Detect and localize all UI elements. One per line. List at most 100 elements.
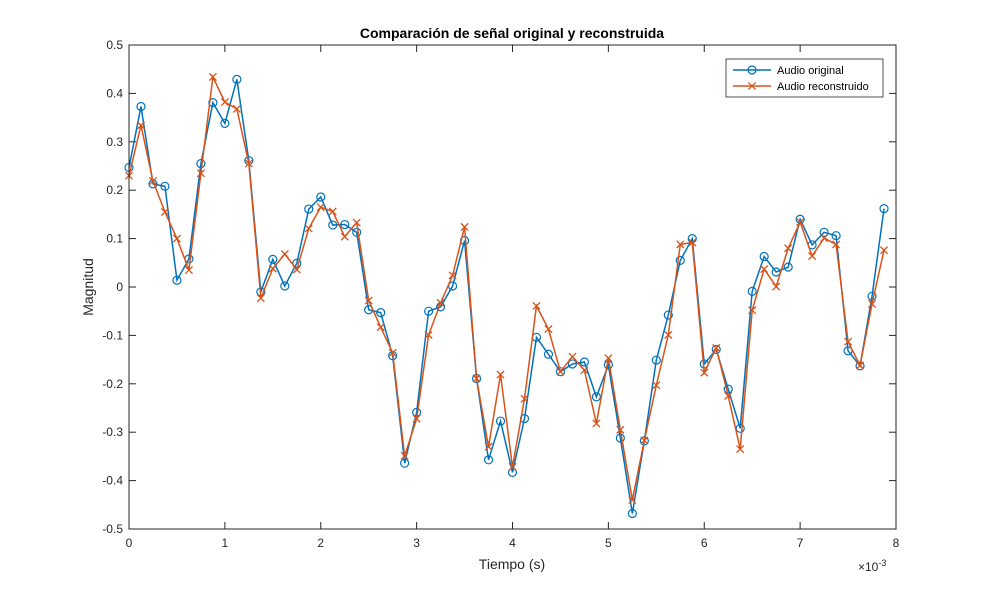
- data-point: [567, 359, 578, 369]
- legend-box: [725, 58, 884, 98]
- x-tick-label: 3: [413, 536, 420, 550]
- plot-frame: [128, 44, 897, 530]
- data-point: [412, 414, 421, 423]
- data-point: [831, 231, 841, 241]
- data-point: [172, 275, 182, 285]
- data-point: [160, 207, 170, 217]
- data-point: [796, 218, 805, 227]
- data-point: [340, 232, 349, 241]
- data-point: [543, 349, 554, 359]
- data-point: [376, 308, 386, 318]
- data-point: [747, 81, 757, 91]
- legend-entry: Audio original: [733, 65, 844, 77]
- data-point: [555, 367, 566, 377]
- y-tick-label: 0.2: [106, 183, 123, 197]
- y-tick-label: -0.5: [102, 522, 123, 536]
- data-point: [675, 255, 685, 265]
- legend: Audio original Audio reconstruido: [725, 58, 884, 98]
- x-exponent-value: -3: [878, 558, 886, 568]
- data-point: [304, 224, 313, 233]
- data-point: [172, 234, 181, 243]
- data-point: [208, 72, 217, 82]
- data-point: [855, 361, 865, 370]
- data-point: [424, 330, 433, 339]
- data-point: [232, 74, 242, 84]
- data-point: [579, 357, 590, 367]
- data-point: [520, 394, 529, 403]
- x-exponent-label: ×10-3: [858, 558, 886, 574]
- data-point: [867, 299, 877, 308]
- data-point: [484, 442, 493, 451]
- data-point: [556, 367, 565, 376]
- data-point: [616, 425, 625, 434]
- y-tick-label: 0.5: [106, 38, 123, 52]
- data-point: [508, 462, 517, 472]
- data-point: [591, 392, 601, 402]
- x-tick-label: 4: [509, 536, 516, 550]
- data-point: [400, 458, 410, 468]
- data-point: [651, 355, 661, 365]
- data-point: [747, 65, 757, 75]
- data-point: [759, 251, 769, 262]
- y-tick-label: -0.1: [102, 328, 123, 342]
- data-point: [160, 181, 170, 191]
- data-point: [472, 374, 481, 383]
- y-tick-label: -0.2: [102, 377, 123, 391]
- data-point: [640, 436, 649, 445]
- x-tick-label: 0: [126, 536, 133, 550]
- legend-entry: Audio reconstruido: [733, 81, 869, 93]
- series-2: [124, 72, 889, 505]
- data-point: [496, 370, 505, 379]
- data-point: [808, 251, 817, 261]
- data-point: [376, 323, 385, 332]
- data-point: [483, 455, 494, 465]
- data-point: [664, 330, 673, 339]
- legend-label: Audio original: [777, 65, 844, 77]
- data-point: [507, 467, 518, 477]
- y-tick-label: 0.1: [106, 232, 123, 246]
- data-point: [268, 264, 277, 273]
- y-axis-label: Magnitud: [80, 258, 96, 316]
- plot-area: [129, 45, 896, 529]
- series-line: [128, 74, 885, 501]
- data-point: [676, 240, 685, 249]
- data-point: [879, 246, 889, 255]
- data-point: [819, 227, 829, 237]
- data-point: [448, 271, 457, 280]
- data-point: [400, 451, 409, 460]
- y-tick-label: 0: [116, 280, 123, 294]
- x-tick-label: 1: [222, 536, 229, 550]
- data-point: [663, 310, 673, 320]
- data-point: [220, 98, 229, 107]
- data-point: [879, 203, 889, 214]
- data-point: [628, 495, 637, 505]
- data-point: [784, 244, 793, 253]
- data-point: [832, 240, 841, 249]
- x-tick-label: 7: [797, 536, 804, 550]
- data-point: [232, 104, 241, 113]
- data-point: [712, 343, 721, 353]
- data-point: [820, 234, 829, 243]
- data-point: [772, 282, 781, 291]
- data-point: [148, 176, 158, 186]
- data-point: [136, 101, 146, 112]
- data-point: [292, 265, 301, 274]
- data-point: [724, 391, 733, 400]
- data-point: [747, 286, 757, 296]
- data-point: [627, 508, 637, 519]
- y-tick-label: 0.3: [106, 135, 123, 149]
- y-tick-label: -0.3: [102, 425, 123, 439]
- data-point: [604, 354, 613, 363]
- data-point: [136, 121, 146, 130]
- data-point: [652, 381, 661, 390]
- y-tick-label: -0.4: [102, 474, 123, 488]
- data-point: [711, 344, 721, 355]
- data-point: [316, 203, 325, 212]
- data-point: [268, 254, 278, 265]
- x-tick-label: 5: [605, 536, 612, 550]
- data-point: [304, 204, 314, 214]
- x-axis-label: Tiempo (s): [479, 556, 545, 572]
- legend-label: Audio reconstruido: [777, 81, 869, 93]
